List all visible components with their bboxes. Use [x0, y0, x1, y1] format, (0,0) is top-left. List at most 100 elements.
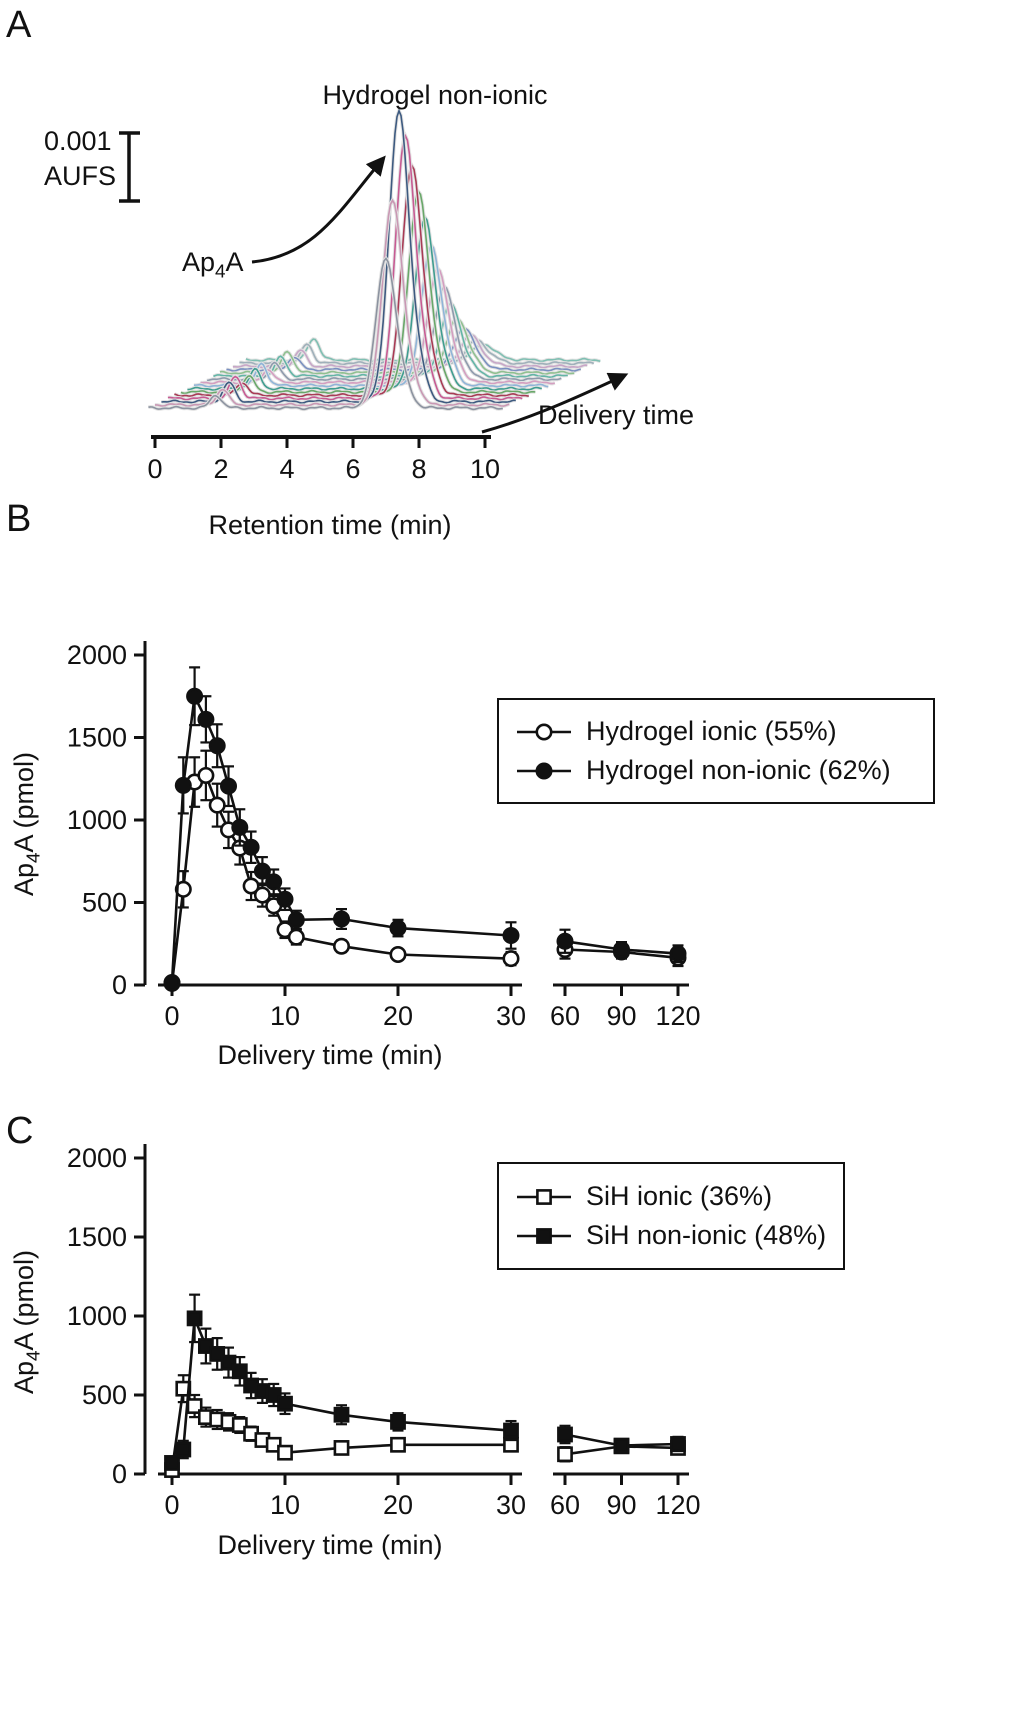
scale-bar-unit: AUFS — [44, 161, 117, 192]
x-tick-label: 10 — [470, 454, 500, 484]
data-point-marker — [220, 777, 238, 795]
chromatogram-traces — [148, 105, 601, 412]
chromatogram-trace — [239, 339, 595, 366]
panel-c-legend: SiH ionic (36%) SiH non-ionic (48%) — [497, 1162, 845, 1270]
x-tick-label: 30 — [496, 1001, 526, 1031]
y-tick-label: 1000 — [67, 1301, 127, 1331]
x-tick-label: 10 — [270, 1490, 300, 1520]
square-filled-icon — [517, 1227, 571, 1244]
data-point-marker — [220, 1354, 237, 1371]
z-axis-label: Delivery time — [538, 400, 695, 430]
retention-time-axis: 0 2 4 6 8 10 — [147, 435, 500, 484]
data-point-marker — [333, 1440, 350, 1456]
data-point-marker — [175, 1380, 192, 1397]
x-tick-label: 30 — [496, 1490, 526, 1520]
panel-b-x-axis-label: Delivery time (min) — [217, 1040, 443, 1070]
legend-item: SiH non-ionic (48%) — [515, 1220, 827, 1251]
data-point-marker — [557, 1446, 573, 1463]
legend-item: Hydrogel non-ionic (62%) — [515, 755, 917, 786]
panel-a-label: A — [6, 4, 32, 46]
series-hydrogel-non-ionic-62- — [163, 666, 687, 992]
data-point-marker — [557, 1426, 573, 1443]
data-point-marker — [287, 928, 305, 946]
data-point-marker — [536, 1188, 552, 1205]
x-tick-label: 8 — [411, 454, 426, 484]
x-tick-label: 0 — [164, 1490, 179, 1520]
panel-c-x-axis-label: Delivery time (min) — [217, 1530, 443, 1560]
y-tick-label: 1500 — [67, 723, 127, 753]
data-point-marker — [231, 818, 249, 836]
data-point-marker — [390, 1413, 406, 1430]
x-tick-label: 4 — [279, 454, 294, 484]
series-sih-non-ionic-48- — [164, 1293, 686, 1471]
x-tick-label: 20 — [383, 1490, 413, 1520]
y-tick-label: 500 — [82, 1380, 127, 1410]
data-point-marker — [209, 1346, 226, 1362]
chromatogram-trace — [154, 198, 510, 407]
x-tick-label: 90 — [606, 1490, 636, 1520]
legend-label: SiH ionic (36%) — [586, 1181, 773, 1211]
data-point-marker — [186, 1310, 203, 1327]
panel-a-title: Hydrogel non-ionic — [322, 80, 548, 110]
data-point-marker — [208, 796, 226, 814]
data-point-marker — [186, 687, 204, 705]
x-tick-label: 2 — [213, 454, 228, 484]
y-tick-label: 1500 — [67, 1222, 127, 1252]
panel-b-plot: 0 500 1000 1500 2000 0 10 20 30 60 90 120 — [67, 640, 701, 1031]
x-tick-label: 90 — [606, 1001, 636, 1031]
data-point-marker — [669, 945, 687, 963]
data-point-marker — [287, 911, 305, 929]
y-tick-label: 0 — [112, 1459, 127, 1489]
legend-label: Hydrogel ionic (55%) — [586, 716, 837, 746]
data-point-marker — [389, 919, 407, 937]
x-tick-label: 6 — [345, 454, 360, 484]
x-tick-label: 0 — [147, 454, 162, 484]
x-tick-label: 120 — [655, 1001, 700, 1031]
x-tick-label: 60 — [550, 1001, 580, 1031]
data-point-marker — [175, 1441, 192, 1458]
data-point-marker — [242, 838, 260, 856]
data-point-marker — [389, 945, 407, 963]
legend-item: Hydrogel ionic (55%) — [515, 716, 917, 747]
x-tick-label: 20 — [383, 1001, 413, 1031]
x-tick-label: 120 — [655, 1490, 700, 1520]
data-point-marker — [265, 873, 283, 891]
scale-bar-value: 0.001 — [44, 126, 112, 156]
x-tick-label: 10 — [270, 1001, 300, 1031]
axes: 0 500 1000 1500 2000 0 10 20 30 60 90 120 — [67, 1143, 701, 1520]
aufs-scale-bar — [119, 131, 140, 203]
panel-a-x-axis-label: Retention time (min) — [208, 510, 452, 540]
panel-a-chromatogram: 0 2 4 6 8 10 — [119, 105, 629, 484]
legend-label: Hydrogel non-ionic (62%) — [586, 755, 891, 785]
chromatogram-trace — [161, 108, 516, 404]
y-tick-label: 0 — [112, 970, 127, 1000]
data-point-marker — [503, 1422, 519, 1439]
y-tick-label: 2000 — [67, 640, 127, 670]
data-point-marker — [208, 737, 226, 755]
data-point-marker — [174, 776, 192, 794]
data-point-marker — [231, 1417, 248, 1433]
data-point-marker — [164, 1455, 180, 1471]
panel-b-label: B — [6, 498, 32, 540]
data-point-marker — [612, 941, 630, 959]
data-point-marker — [670, 1436, 686, 1452]
data-point-marker — [535, 762, 553, 779]
legend-label: SiH non-ionic (48%) — [586, 1220, 827, 1250]
data-point-marker — [502, 950, 520, 968]
data-point-marker — [333, 910, 351, 928]
panel-b-y-axis-label: Ap4A (pmol) — [9, 751, 45, 897]
scale-bar-label: 0.001 AUFS — [44, 124, 116, 194]
panel-c-y-axis-label: Ap4A (pmol) — [9, 1249, 45, 1395]
data-point-marker — [277, 1395, 293, 1412]
data-point-marker — [163, 974, 181, 992]
data-point-marker — [556, 932, 574, 950]
data-point-marker — [536, 1227, 552, 1244]
panel-c-plot: 0 500 1000 1500 2000 0 10 20 30 60 90 120 — [67, 1143, 701, 1520]
data-point-marker — [231, 1363, 248, 1380]
y-tick-label: 500 — [82, 888, 127, 918]
data-point-marker — [390, 1436, 406, 1453]
chromatogram-trace — [180, 189, 536, 395]
x-tick-label: 60 — [550, 1490, 580, 1520]
data-point-marker — [333, 1406, 350, 1423]
x-tick-label: 0 — [164, 1001, 179, 1031]
